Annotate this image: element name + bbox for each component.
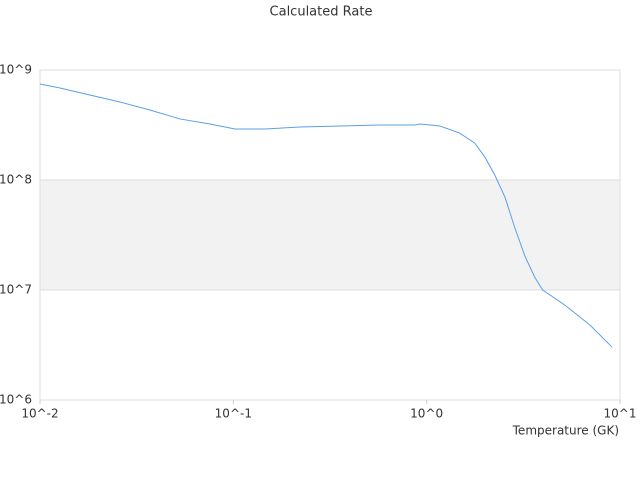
line-series [39,83,613,348]
y-tick-label: 10^7 [0,283,32,297]
x-axis-label: Temperature (GK) [512,424,619,438]
y-tick-label: 10^8 [0,173,32,187]
x-tick-label: 10^-2 [21,407,58,421]
x-tick-label: 10^0 [410,407,443,421]
plot-frame [39,69,621,401]
chart-title: Calculated Rate [270,5,373,20]
y-tick-label: 10^9 [0,63,32,77]
y-tick-label: 10^6 [0,393,32,407]
x-tick-label: 10^1 [604,407,637,421]
grid-band [40,180,620,290]
x-tick-label: 10^-1 [215,407,252,421]
